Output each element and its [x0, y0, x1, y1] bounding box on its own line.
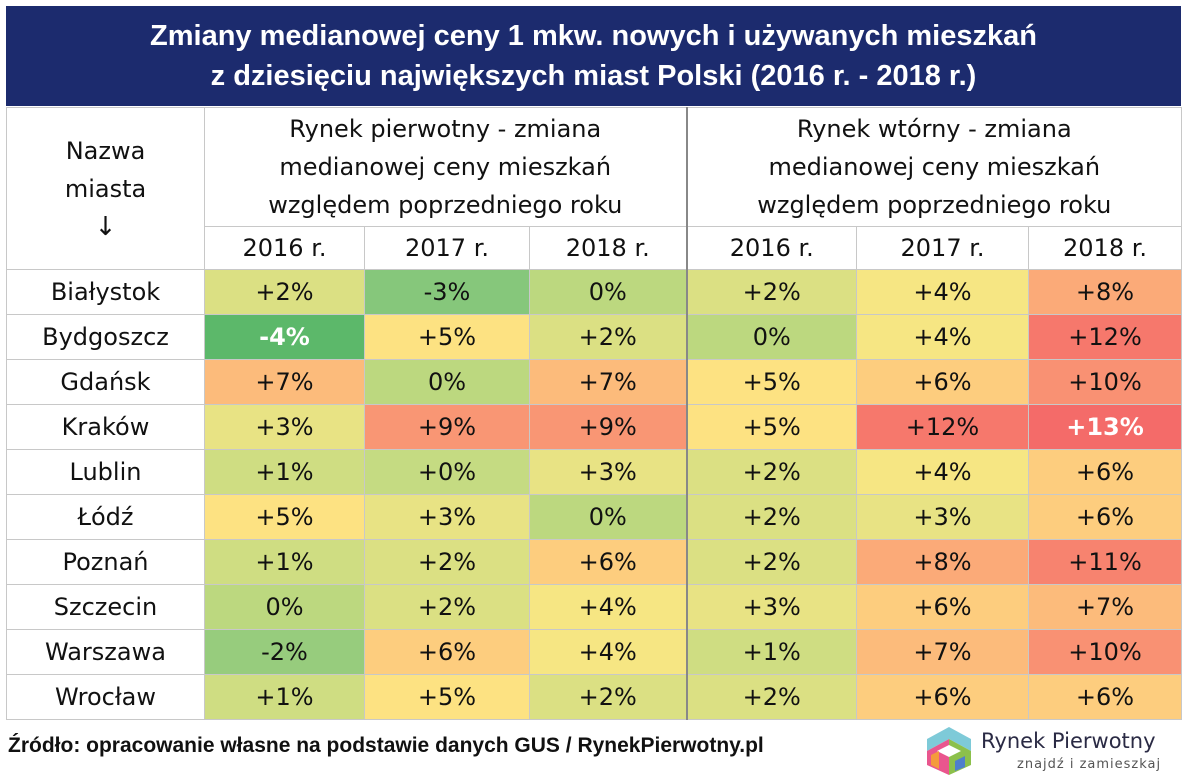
- year-header: 2017 r.: [364, 226, 530, 270]
- heatmap-cell: -3%: [364, 269, 530, 315]
- heatmap-cell: +5%: [364, 674, 530, 720]
- city-name: Poznań: [6, 539, 205, 585]
- table-row: Kraków +3% +9% +9% +5% +12% +13%: [6, 404, 1183, 450]
- table-row: Szczecin 0% +2% +4% +3% +6% +7%: [6, 584, 1183, 630]
- heatmap-cell: +11%: [1028, 539, 1183, 585]
- heatmap-cell: +2%: [685, 674, 858, 720]
- heatmap-cell: +4%: [856, 449, 1030, 495]
- table-row: Białystok +2% -3% 0% +2% +4% +8%: [6, 269, 1183, 315]
- heatmap-cell: +10%: [1028, 359, 1183, 405]
- heatmap-cell: +12%: [1028, 314, 1183, 360]
- logo-name: Rynek Pierwotny: [981, 729, 1156, 753]
- year-header: 2016 r.: [685, 226, 858, 270]
- heatmap-cell: +5%: [204, 494, 365, 540]
- city-name: Wrocław: [6, 674, 205, 720]
- heatmap-cell: +6%: [528, 539, 688, 585]
- heatmap-cell: +12%: [856, 404, 1030, 450]
- heatmap-cell: +6%: [856, 584, 1030, 630]
- table-row: Lublin +1% +0% +3% +2% +4% +6%: [6, 449, 1183, 495]
- heatmap-cell: +2%: [685, 494, 858, 540]
- heatmap-cell: 0%: [685, 314, 858, 360]
- heatmap-cell: +2%: [204, 269, 365, 315]
- heatmap-cell: +1%: [204, 449, 365, 495]
- heatmap-cell: +2%: [685, 269, 858, 315]
- brand-logo[interactable]: Rynek Pierwotny znajdź i zamieszkaj: [925, 725, 1180, 777]
- heatmap-cell: +2%: [364, 539, 530, 585]
- city-column-header: Nazwa miasta ↓: [6, 107, 205, 270]
- table-row: Warszawa -2% +6% +4% +1% +7% +10%: [6, 629, 1183, 675]
- heatmap-cell: +7%: [1028, 584, 1183, 630]
- heatmap-cell: +7%: [204, 359, 365, 405]
- heatmap-cell: +6%: [1028, 674, 1183, 720]
- down-arrow-icon: ↓: [94, 211, 117, 242]
- heatmap-cell: 0%: [528, 269, 688, 315]
- table-row: Gdańsk +7% 0% +7% +5% +6% +10%: [6, 359, 1183, 405]
- house-logo-icon: [927, 727, 971, 775]
- heatmap-cell: +6%: [1028, 494, 1183, 540]
- city-name: Warszawa: [6, 629, 205, 675]
- heatmap-cell: 0%: [204, 584, 365, 630]
- heatmap-cell: +1%: [685, 629, 858, 675]
- city-name: Szczecin: [6, 584, 205, 630]
- heatmap-cell: +2%: [364, 584, 530, 630]
- heatmap-cell: +2%: [685, 449, 858, 495]
- title-line-2: z dziesięciu największych miast Polski (…: [210, 60, 977, 92]
- title-line-1: Zmiany medianowej ceny 1 mkw. nowych i u…: [150, 20, 1037, 52]
- heatmap-cell: +0%: [364, 449, 530, 495]
- heatmap-cell: +6%: [364, 629, 530, 675]
- logo-tagline: znajdź i zamieszkaj: [1017, 757, 1162, 772]
- heatmap-cell: 0%: [528, 494, 688, 540]
- heatmap-cell: +7%: [856, 629, 1030, 675]
- heatmap-cell: -2%: [204, 629, 365, 675]
- heatmap-cell: +3%: [856, 494, 1030, 540]
- table-row: Poznań +1% +2% +6% +2% +8% +11%: [6, 539, 1183, 585]
- heatmap-cell: +6%: [1028, 449, 1183, 495]
- heatmap-cell: +5%: [685, 359, 858, 405]
- city-name: Gdańsk: [6, 359, 205, 405]
- heatmap-cell: +2%: [528, 674, 688, 720]
- heatmap-cell: +6%: [856, 674, 1030, 720]
- heatmap-cell: +7%: [528, 359, 688, 405]
- heatmap-cell: +2%: [685, 539, 858, 585]
- city-name: Kraków: [6, 404, 205, 450]
- price-change-table: Nazwa miasta ↓ Rynek pierwotny - zmiana …: [6, 107, 1183, 720]
- heatmap-cell: +9%: [364, 404, 530, 450]
- source-note: Źródło: opracowanie własne na podstawie …: [8, 734, 764, 757]
- heatmap-cell: +13%: [1028, 404, 1183, 450]
- secondary-market-header: Rynek wtórny - zmiana medianowej ceny mi…: [685, 107, 1183, 227]
- heatmap-cell: +5%: [685, 404, 858, 450]
- heatmap-cell: +6%: [856, 359, 1030, 405]
- table-row: Wrocław +1% +5% +2% +2% +6% +6%: [6, 674, 1183, 720]
- heatmap-cell: +4%: [856, 269, 1030, 315]
- chart-title: Zmiany medianowej ceny 1 mkw. nowych i u…: [6, 6, 1181, 106]
- heatmap-cell: +3%: [204, 404, 365, 450]
- heatmap-cell: +5%: [364, 314, 530, 360]
- city-name: Lublin: [6, 449, 205, 495]
- city-name: Łódź: [6, 494, 205, 540]
- table-row: Bydgoszcz -4% +5% +2% 0% +4% +12%: [6, 314, 1183, 360]
- heatmap-cell: +2%: [528, 314, 688, 360]
- heatmap-cell: +8%: [856, 539, 1030, 585]
- table-row: Łódź +5% +3% 0% +2% +3% +6%: [6, 494, 1183, 540]
- city-name: Bydgoszcz: [6, 314, 205, 360]
- city-name: Białystok: [6, 269, 205, 315]
- heatmap-cell: +1%: [204, 674, 365, 720]
- year-header: 2018 r.: [528, 226, 688, 270]
- heatmap-cell: +9%: [528, 404, 688, 450]
- heatmap-cell: +4%: [528, 584, 688, 630]
- heatmap-cell: +4%: [528, 629, 688, 675]
- heatmap-cell: +3%: [528, 449, 688, 495]
- heatmap-cell: +4%: [856, 314, 1030, 360]
- heatmap-cell: -4%: [204, 314, 365, 360]
- year-header: 2018 r.: [1028, 226, 1183, 270]
- heatmap-cell: +10%: [1028, 629, 1183, 675]
- year-header: 2017 r.: [856, 226, 1030, 270]
- primary-market-header: Rynek pierwotny - zmiana medianowej ceny…: [203, 107, 688, 227]
- heatmap-cell: 0%: [364, 359, 530, 405]
- heatmap-cell: +8%: [1028, 269, 1183, 315]
- year-header: 2016 r.: [204, 226, 365, 270]
- heatmap-cell: +3%: [685, 584, 858, 630]
- heatmap-cell: +3%: [364, 494, 530, 540]
- heatmap-cell: +1%: [204, 539, 365, 585]
